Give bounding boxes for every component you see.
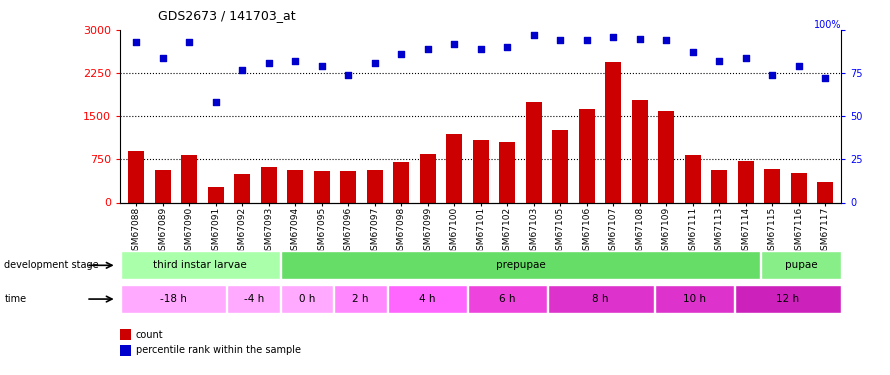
Point — [182, 39, 196, 45]
Text: 10 h: 10 h — [683, 294, 706, 304]
Bar — [287, 170, 303, 202]
Point — [712, 58, 726, 64]
Point — [765, 72, 780, 78]
Bar — [313, 171, 329, 202]
Text: 6 h: 6 h — [499, 294, 515, 304]
Bar — [128, 151, 144, 202]
Bar — [281, 251, 760, 279]
Bar — [234, 174, 250, 202]
Bar — [335, 285, 386, 313]
Bar — [655, 285, 733, 313]
Point — [394, 51, 409, 57]
Point — [791, 63, 805, 69]
Bar — [552, 130, 568, 203]
Text: 100%: 100% — [813, 20, 841, 30]
Point — [579, 38, 594, 44]
Text: third instar larvae: third instar larvae — [153, 260, 247, 270]
Text: 12 h: 12 h — [776, 294, 799, 304]
Bar — [473, 140, 489, 202]
Text: percentile rank within the sample: percentile rank within the sample — [135, 345, 301, 355]
Bar — [120, 345, 132, 355]
Text: count: count — [135, 330, 164, 339]
Bar — [207, 187, 223, 202]
Point — [420, 46, 434, 52]
Text: 8 h: 8 h — [593, 294, 609, 304]
Bar — [632, 100, 648, 202]
Bar — [738, 161, 754, 202]
Text: 2 h: 2 h — [352, 294, 368, 304]
Bar — [121, 251, 279, 279]
Point — [208, 99, 222, 105]
Bar — [121, 285, 226, 313]
Bar — [735, 285, 840, 313]
Bar — [765, 169, 781, 202]
Text: -18 h: -18 h — [160, 294, 187, 304]
Text: 4 h: 4 h — [419, 294, 435, 304]
Point — [156, 55, 170, 61]
Bar — [228, 285, 279, 313]
Text: pupae: pupae — [785, 260, 817, 270]
Bar — [393, 162, 409, 202]
Bar — [817, 182, 833, 203]
Bar — [155, 170, 171, 202]
Bar — [181, 155, 197, 203]
Bar — [499, 141, 515, 202]
Bar — [420, 154, 435, 203]
Point — [473, 46, 488, 52]
Bar — [790, 172, 806, 202]
Bar — [711, 170, 727, 202]
Text: prepupae: prepupae — [496, 260, 546, 270]
Bar — [281, 285, 333, 313]
Bar — [468, 285, 546, 313]
Point — [633, 36, 647, 42]
Point — [659, 38, 673, 44]
Bar — [446, 134, 462, 202]
Text: time: time — [4, 294, 27, 304]
Bar — [762, 251, 840, 279]
Text: 0 h: 0 h — [299, 294, 315, 304]
Point — [368, 60, 382, 66]
Bar — [367, 170, 383, 202]
Point — [739, 55, 753, 61]
Point — [341, 72, 355, 78]
Point — [553, 38, 567, 44]
Bar — [684, 155, 700, 203]
Bar — [578, 109, 595, 202]
Point — [235, 67, 249, 73]
Bar — [340, 171, 356, 202]
Bar — [120, 329, 132, 340]
Point — [129, 39, 143, 45]
Point — [527, 32, 541, 38]
Point — [818, 75, 832, 81]
Bar — [526, 102, 541, 202]
Point — [314, 63, 328, 69]
Point — [447, 41, 461, 47]
Bar — [659, 111, 674, 202]
Bar — [605, 62, 621, 202]
Text: -4 h: -4 h — [244, 294, 263, 304]
Bar — [261, 167, 277, 202]
Text: development stage: development stage — [4, 260, 99, 270]
Point — [685, 50, 700, 55]
Point — [262, 60, 276, 66]
Point — [606, 34, 620, 40]
Point — [288, 58, 303, 64]
Bar — [548, 285, 653, 313]
Bar — [388, 285, 466, 313]
Point — [500, 44, 514, 50]
Text: GDS2673 / 141703_at: GDS2673 / 141703_at — [158, 9, 295, 22]
